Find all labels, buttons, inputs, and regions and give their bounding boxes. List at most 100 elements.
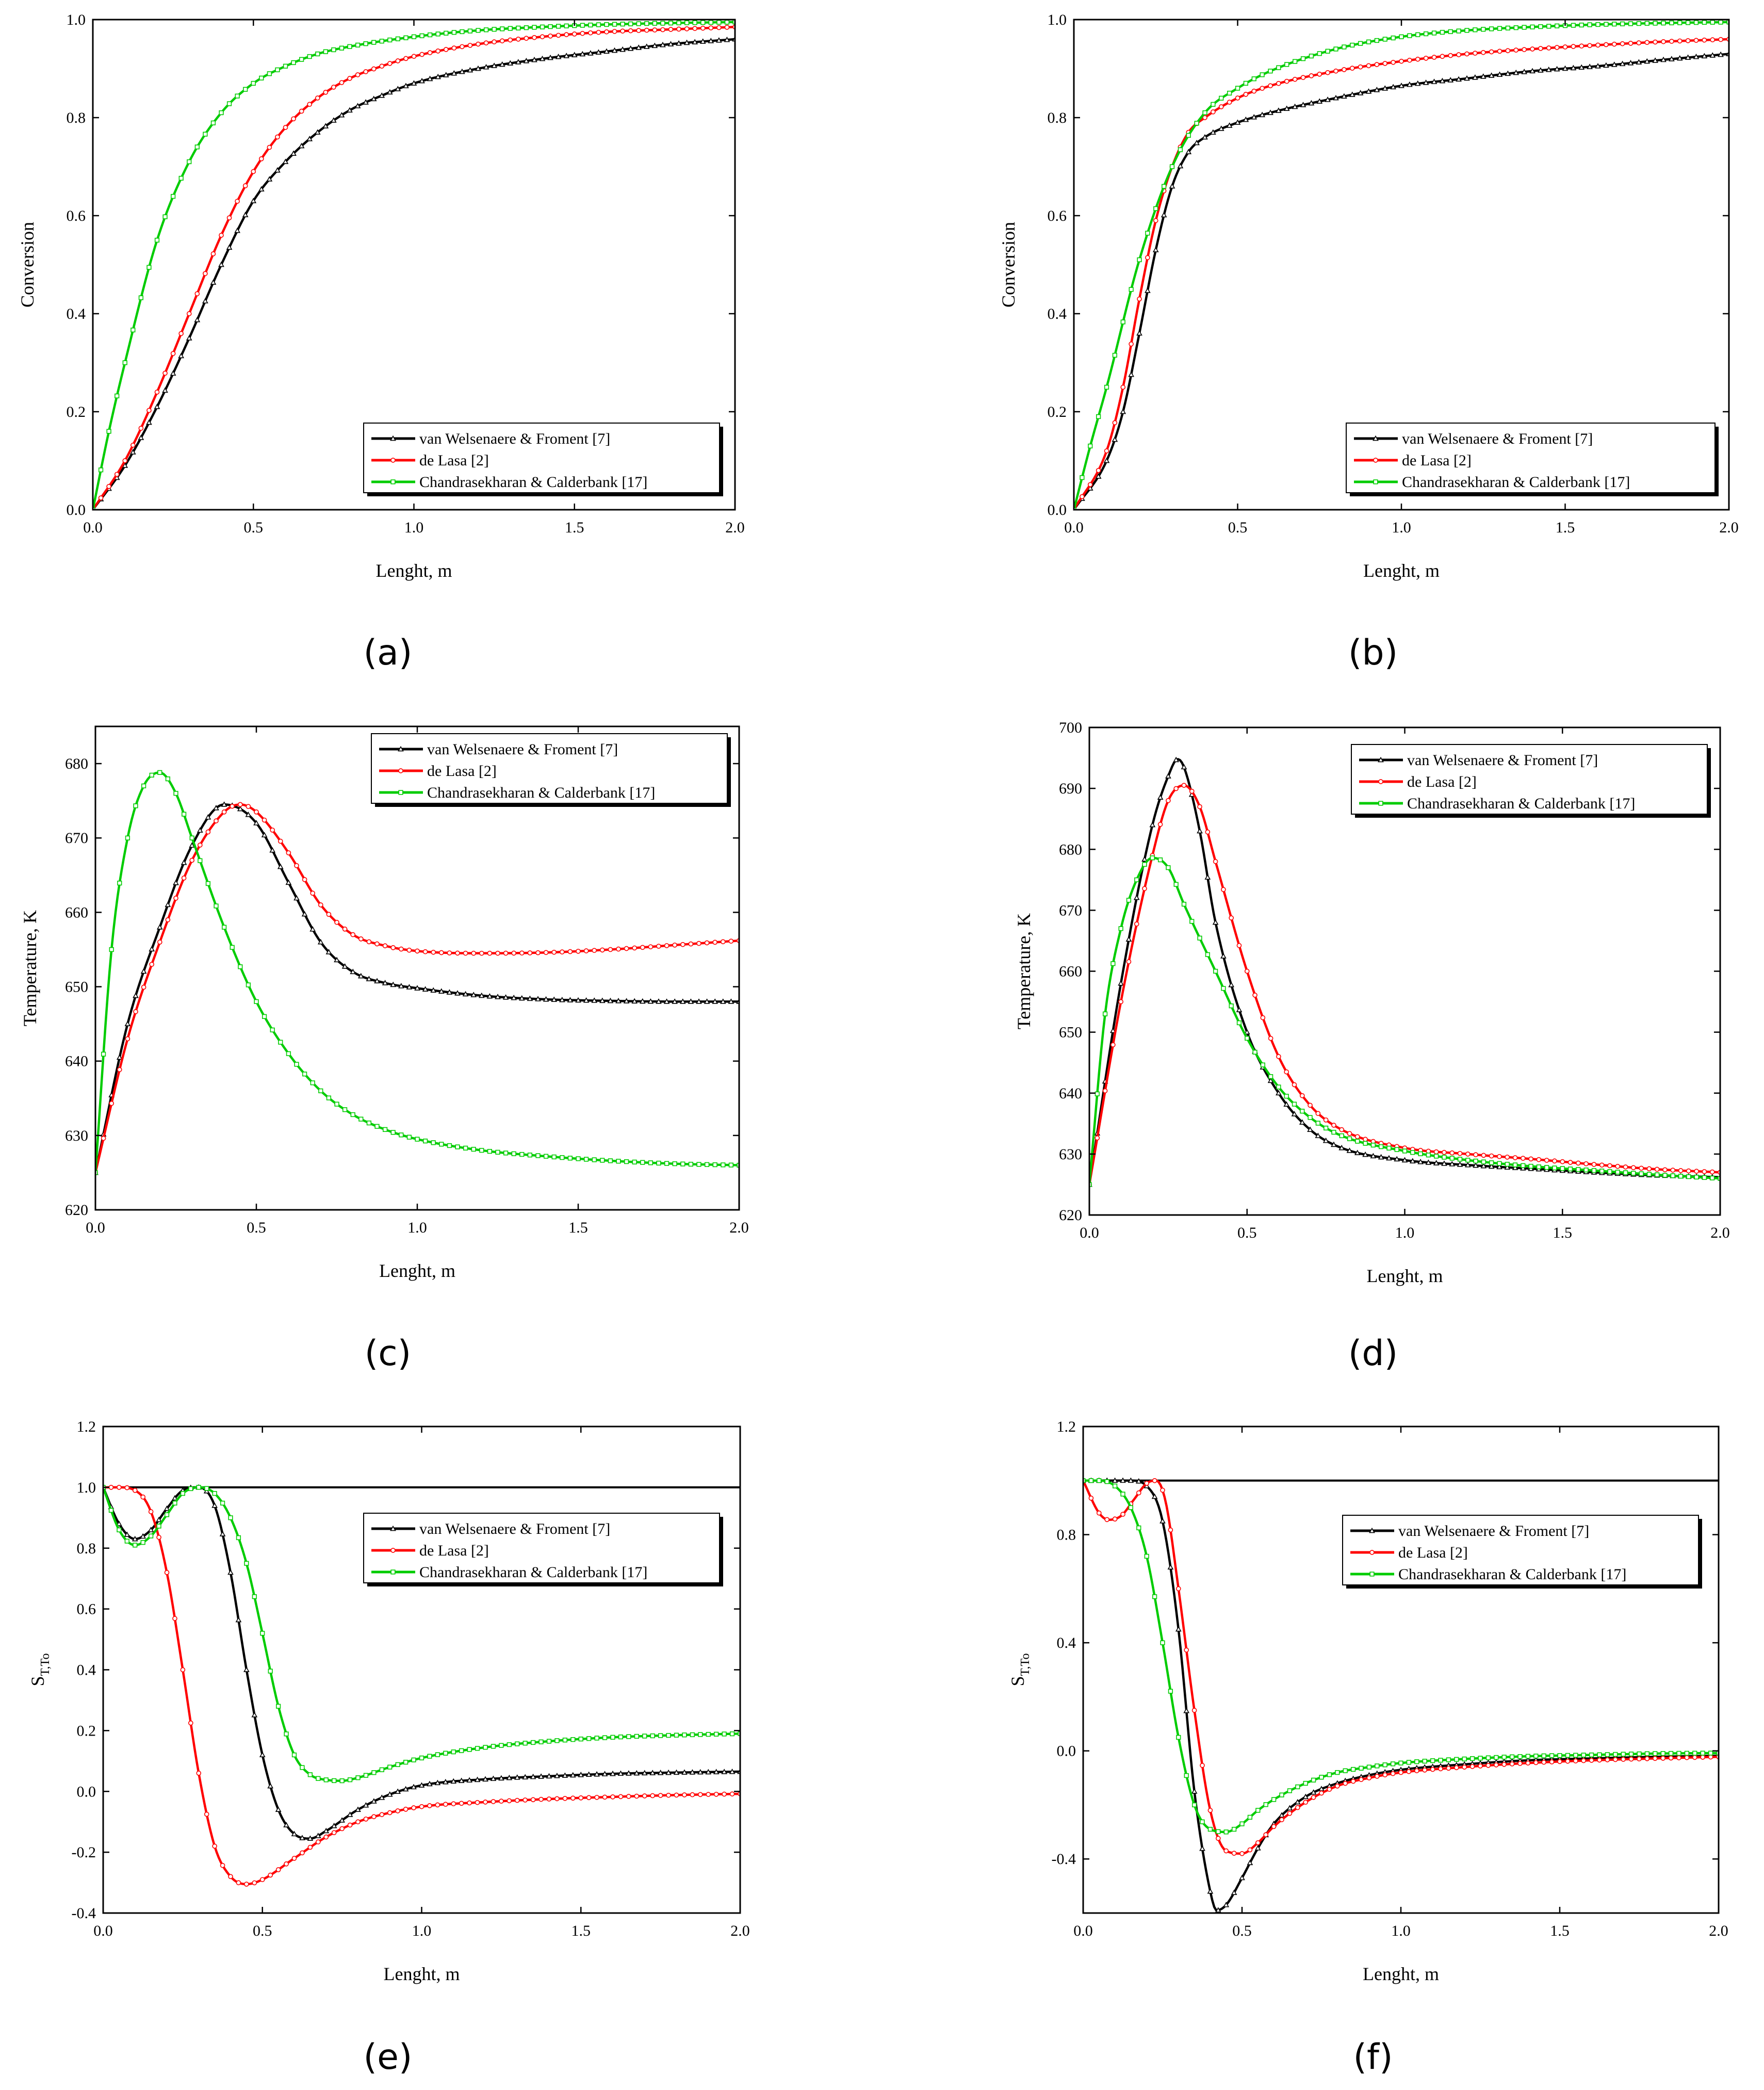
chart-c-series-0-marker xyxy=(309,926,316,932)
chart-c-series-0-marker xyxy=(390,981,397,987)
chart-e-series-2 xyxy=(103,1485,740,1784)
chart-d-series-1-marker xyxy=(1244,968,1250,974)
chart-d-series-2-marker xyxy=(1639,1171,1644,1176)
chart-b-ylabel: Conversion xyxy=(998,222,1019,307)
chart-a-ylabel: Conversion xyxy=(17,222,38,307)
chart-e-ylabel-main: S xyxy=(27,1676,48,1686)
chart-f-series-1-marker xyxy=(1207,1808,1213,1813)
chart-a-series-1-marker xyxy=(483,40,489,46)
chart-a-series-2-marker xyxy=(403,35,409,40)
chart-d-series-1-marker xyxy=(1686,1168,1691,1174)
chart-d-series-0-marker xyxy=(1197,828,1203,834)
chart-f-series-1-marker xyxy=(1668,1755,1674,1761)
chart-a-legend-label-2: Chandrasekharan & Calderbank [17] xyxy=(419,474,647,491)
chart-d-series-1-marker xyxy=(1292,1082,1297,1088)
chart-e-series-0-marker xyxy=(347,1811,353,1817)
chart-e-series-0-marker xyxy=(235,1616,242,1623)
chart-f-series-1-marker xyxy=(1557,1759,1562,1764)
chart-b-series-2-marker xyxy=(1440,29,1445,35)
chart-a-series-0-marker xyxy=(170,370,176,376)
chart-f-series-1-marker xyxy=(1374,1774,1380,1779)
chart-b-series-1-marker xyxy=(1554,45,1560,50)
chart-e-series-2-marker xyxy=(642,1733,647,1739)
chart-c-series-0-marker xyxy=(551,996,558,1002)
chart-f-series-0-marker xyxy=(1302,1793,1309,1800)
chart-e-series-2-marker xyxy=(483,1745,488,1750)
chart-f-series-1-marker xyxy=(1152,1478,1157,1483)
chart-b-series-1-marker xyxy=(1080,494,1085,499)
chart-b-xtick-label: 0.5 xyxy=(1228,519,1248,536)
chart-d-series-0-marker xyxy=(1473,1162,1479,1168)
chart-d-series-1-marker xyxy=(1118,999,1123,1005)
chart-c-series-2-marker xyxy=(157,770,162,775)
chart-c-series-2-marker xyxy=(230,945,235,950)
chart-f-series-2-marker xyxy=(1716,1751,1719,1756)
chart-d-ylabel: Temperature, K xyxy=(1014,913,1034,1029)
chart-d-series-0-marker xyxy=(1228,981,1235,987)
chart-c-series-0-marker xyxy=(567,997,574,1002)
chart-b-ylabel-main: Conversion xyxy=(998,222,1019,307)
chart-b-ytick-label: 1.0 xyxy=(1048,11,1067,28)
chart-e-series-1-marker xyxy=(729,1791,735,1797)
chart-d-series-1-marker xyxy=(1157,822,1163,827)
chart-c-series-1-marker xyxy=(559,949,565,955)
chart-f-series-1-marker xyxy=(1501,1762,1507,1767)
chart-b-legend-marker-0 xyxy=(1373,435,1379,441)
chart-c-ylabel: Temperature, K xyxy=(20,910,40,1026)
chart-d-legend-marker-1 xyxy=(1378,779,1383,784)
chart-d-series-2-marker xyxy=(1402,1148,1408,1154)
chart-e-series-2-marker xyxy=(140,1540,145,1545)
chart-a-series-0-marker xyxy=(499,61,505,67)
chart-b-series-2-marker xyxy=(1333,46,1338,52)
chart-f-series-2-marker xyxy=(1279,1792,1284,1797)
chart-a-series-0-marker xyxy=(427,75,433,82)
chart-d-series-2-marker xyxy=(1370,1142,1376,1148)
chart-f-series-0-marker xyxy=(1247,1859,1253,1866)
chart-e-series-1-marker xyxy=(156,1534,161,1540)
chart-c-series-2-marker xyxy=(455,1144,460,1149)
chart-b-series-1-marker xyxy=(1710,37,1716,42)
chart-b-series-2-marker xyxy=(1219,95,1224,101)
chart-f-series-2-marker xyxy=(1263,1802,1268,1807)
chart-e-series-1-marker xyxy=(117,1485,122,1490)
chart-b-series-0-marker xyxy=(1652,57,1658,63)
chart-f-series-2-marker xyxy=(1692,1751,1697,1756)
chart-f-ytick-label: 0.8 xyxy=(1057,1527,1076,1544)
chart-f-series-1-marker xyxy=(1485,1762,1491,1768)
chart-c-ytick-label: 670 xyxy=(65,830,88,847)
chart-a-series-0-marker xyxy=(370,95,377,102)
chart-c-series-2-marker xyxy=(704,1162,710,1167)
chart-a-series-1-marker xyxy=(323,89,329,95)
chart-d-series-1-marker xyxy=(1520,1156,1526,1161)
chart-e-ytick-label: 0.2 xyxy=(77,1722,96,1739)
chart-d-series-2-marker xyxy=(1292,1101,1297,1107)
chart-c-ytick-label: 680 xyxy=(65,755,88,772)
chart-b-xtick-label: 1.0 xyxy=(1392,519,1411,536)
chart-c-series-1-marker xyxy=(262,817,267,823)
chart-f-series-1-marker xyxy=(1605,1757,1610,1762)
chart-e-series-0-marker xyxy=(562,1772,568,1778)
chart-b-series-2-marker xyxy=(1194,121,1199,126)
chart-b-series-0-marker xyxy=(1407,81,1413,87)
chart-f-series-1-marker xyxy=(1359,1777,1364,1783)
chart-f-series-2-marker xyxy=(1541,1753,1546,1758)
chart-c-series-2-marker xyxy=(664,1161,669,1166)
chart-a-series-0-marker xyxy=(210,279,217,285)
chart-c-series-2-marker xyxy=(519,1152,525,1157)
chart-d-series-1-marker xyxy=(1142,886,1147,892)
chart-f-series-1-marker xyxy=(1295,1805,1300,1810)
chart-e-series-0-marker xyxy=(482,1776,488,1782)
chart-e-series-1-marker xyxy=(722,1791,727,1797)
chart-e-legend: van Welsenaere & Froment [7] de Lasa [2] C… xyxy=(363,1513,723,1586)
chart-b-series-0-marker xyxy=(1660,56,1667,62)
chart-d-legend-marker-2 xyxy=(1378,801,1383,806)
chart-a-series-2-marker xyxy=(130,327,136,333)
chart-f-series-2-marker xyxy=(1668,1751,1674,1756)
chart-c-series-0-marker xyxy=(269,847,276,853)
chart-e-series-2-marker xyxy=(570,1737,576,1742)
chart-b-series-1-marker xyxy=(1571,44,1576,49)
chart-a-series-2-marker xyxy=(435,31,440,37)
chart-a-series-2-marker xyxy=(291,60,296,66)
chart-f-series-2-marker xyxy=(1247,1814,1253,1820)
chart-c-legend-label-0: van Welsenaere & Froment [7] xyxy=(427,741,618,758)
